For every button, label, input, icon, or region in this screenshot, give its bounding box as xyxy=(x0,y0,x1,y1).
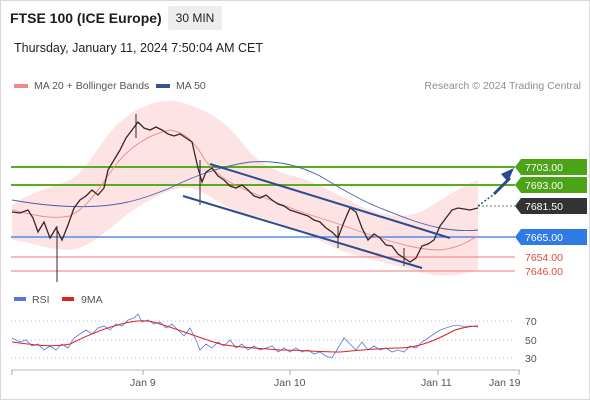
ma50-line xyxy=(11,161,479,232)
level-label-7681: 7681.50 xyxy=(515,198,587,214)
level-label-7654: 7654.00 xyxy=(525,252,563,264)
rsi-tick-50: 50 xyxy=(525,335,537,347)
svg-text:7665.00: 7665.00 xyxy=(525,232,563,244)
time-label-jan19: Jan 19 xyxy=(489,377,521,389)
ma20-label: MA 20 + Bollinger Bands xyxy=(34,80,150,92)
level-label-7693: 7693.00 xyxy=(515,177,587,193)
rsi-tick-70: 70 xyxy=(525,316,537,328)
ma50-label: MA 50 xyxy=(176,80,206,92)
timeframe-button[interactable]: 30 MIN xyxy=(168,6,222,30)
svg-text:7703.00: 7703.00 xyxy=(525,162,563,174)
level-label-7703: 7703.00 xyxy=(515,159,587,175)
timestamp-text: Thursday, January 11, 2024 7:50:04 AM CE… xyxy=(14,41,263,55)
legend-ma50: MA 50 xyxy=(156,80,206,92)
instrument-title: FTSE 100 (ICE Europe) xyxy=(10,10,162,26)
svg-text:7693.00: 7693.00 xyxy=(525,180,563,192)
rsi-ma-line xyxy=(11,320,479,353)
time-label-jan9: Jan 9 xyxy=(130,377,156,389)
svg-text:7681.50: 7681.50 xyxy=(525,201,563,213)
rsi-line xyxy=(11,313,479,359)
price-line xyxy=(11,121,479,263)
projection-arrow-head xyxy=(501,168,514,182)
rsi-gridlines xyxy=(11,320,515,359)
candle-wicks xyxy=(56,114,405,282)
rsi-legend: RSI 9MA xyxy=(14,294,103,306)
rsi-tick-30: 30 xyxy=(525,353,537,365)
level-label-7646: 7646.00 xyxy=(525,266,563,278)
copyright-text: Research © 2024 Trading Central xyxy=(424,80,581,92)
svg-text:9MA: 9MA xyxy=(81,294,103,306)
legend-ma20: MA 20 + Bollinger Bands xyxy=(14,80,149,92)
ma20-swatch xyxy=(14,84,28,88)
level-label-7665: 7665.00 xyxy=(515,229,587,245)
svg-text:RSI: RSI xyxy=(32,294,50,306)
ma50-swatch xyxy=(156,84,170,88)
ma20-line xyxy=(11,129,479,251)
time-label-jan11: Jan 11 xyxy=(421,377,452,389)
trendline-upper xyxy=(209,163,451,239)
time-axis-ticks xyxy=(11,370,520,375)
trendline-lower xyxy=(182,195,423,269)
time-label-jan10: Jan 10 xyxy=(274,377,306,389)
